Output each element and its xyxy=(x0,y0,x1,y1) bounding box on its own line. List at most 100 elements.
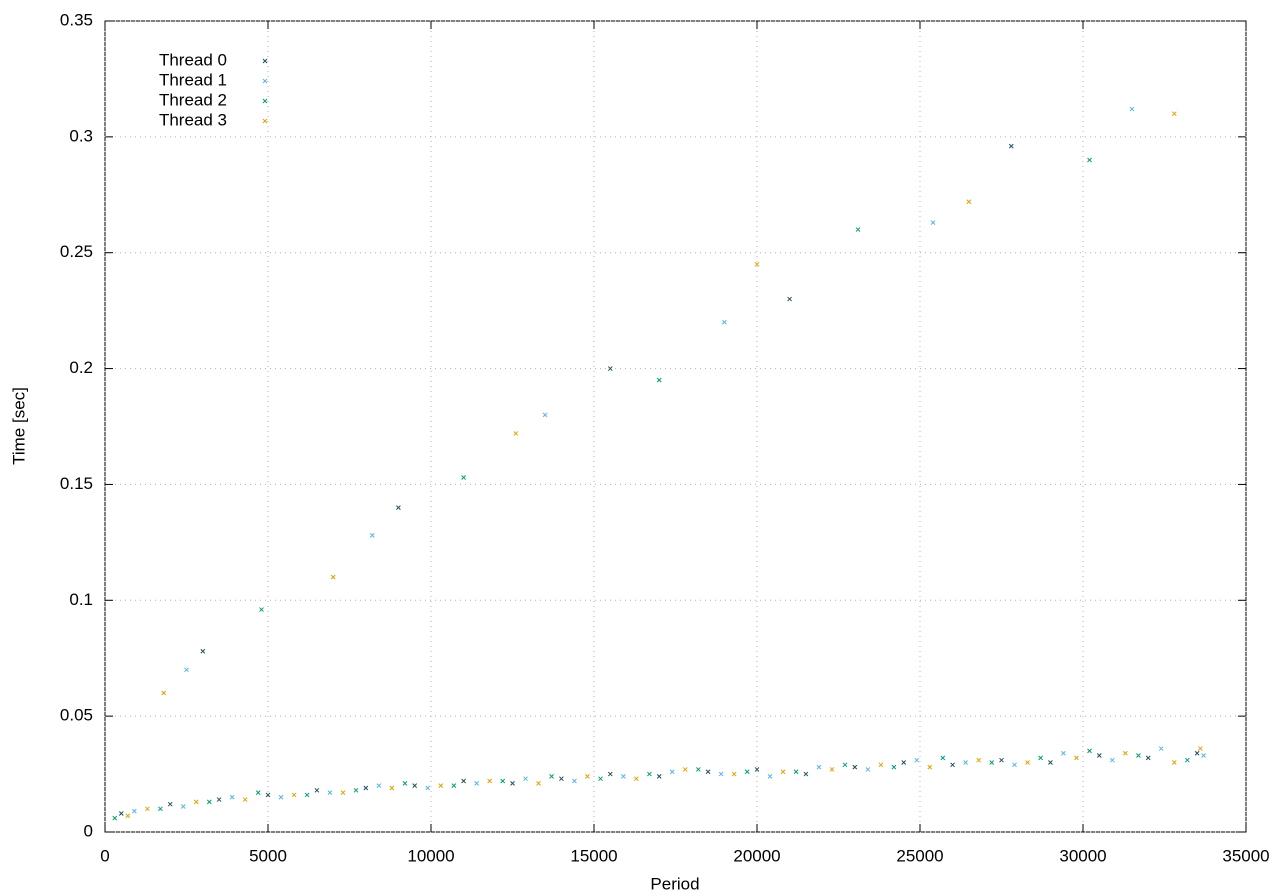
point xyxy=(767,774,773,779)
point xyxy=(695,767,701,772)
point xyxy=(461,778,466,784)
point xyxy=(829,767,835,772)
point xyxy=(950,762,955,768)
point xyxy=(167,801,173,807)
point xyxy=(330,574,336,580)
point xyxy=(901,760,907,765)
point xyxy=(1038,755,1043,761)
point xyxy=(513,431,519,436)
point xyxy=(1048,760,1053,765)
point xyxy=(647,771,652,777)
point xyxy=(656,774,662,779)
point xyxy=(744,769,750,775)
point xyxy=(145,806,150,812)
point xyxy=(891,764,897,770)
point xyxy=(999,757,1004,763)
point xyxy=(1136,753,1141,758)
point xyxy=(161,690,167,696)
x-tick-label: 20000 xyxy=(733,846,780,865)
legend-label: Thread 0 xyxy=(159,50,227,69)
point xyxy=(200,648,206,654)
point xyxy=(229,794,235,800)
point xyxy=(425,785,431,791)
legend-marker xyxy=(262,58,268,64)
point xyxy=(500,778,506,784)
point xyxy=(193,799,199,805)
plot-frame xyxy=(104,20,1247,833)
point xyxy=(930,220,936,225)
point xyxy=(369,533,375,538)
point xyxy=(412,783,418,789)
point xyxy=(1184,757,1190,763)
x-tick-label: 5000 xyxy=(249,846,287,865)
point xyxy=(607,771,613,777)
point xyxy=(754,261,760,267)
y-tick-label: 0.1 xyxy=(69,590,93,609)
y-tick-label: 0.05 xyxy=(60,706,93,725)
point xyxy=(487,778,493,784)
y-tick-label: 0 xyxy=(84,821,93,840)
point xyxy=(718,771,724,777)
point xyxy=(536,780,541,786)
point xyxy=(438,783,444,789)
point xyxy=(353,787,359,793)
point xyxy=(314,787,320,793)
point xyxy=(787,296,792,302)
point xyxy=(878,762,884,768)
y-tick-label: 0.15 xyxy=(60,474,93,493)
point xyxy=(184,667,189,673)
point xyxy=(1061,750,1066,756)
point xyxy=(259,607,264,612)
x-tick-label: 25000 xyxy=(896,846,943,865)
point xyxy=(705,769,711,775)
point xyxy=(1074,755,1079,761)
point xyxy=(131,808,137,814)
point xyxy=(451,783,457,789)
point xyxy=(389,785,395,791)
x-tick-label: 35000 xyxy=(1222,846,1269,865)
point xyxy=(855,227,861,232)
point xyxy=(656,377,662,383)
point xyxy=(265,792,271,798)
point xyxy=(803,771,809,777)
x-tick-label: 15000 xyxy=(570,846,617,865)
point xyxy=(363,785,369,791)
point xyxy=(927,764,933,770)
point xyxy=(842,762,848,768)
point xyxy=(559,776,564,782)
point xyxy=(940,755,946,761)
point xyxy=(669,769,675,775)
point xyxy=(376,783,382,789)
point xyxy=(620,774,626,779)
point xyxy=(914,757,920,763)
point xyxy=(340,790,346,795)
legend-marker xyxy=(262,98,268,104)
point xyxy=(865,767,871,772)
point xyxy=(523,776,528,782)
point xyxy=(1129,106,1135,112)
point xyxy=(572,778,577,784)
point xyxy=(966,199,972,205)
point xyxy=(1096,753,1102,758)
point xyxy=(549,774,554,779)
point xyxy=(304,792,310,798)
legend-label: Thread 2 xyxy=(159,90,227,109)
point xyxy=(216,797,222,802)
point xyxy=(396,505,401,510)
point xyxy=(158,806,163,812)
point xyxy=(1087,748,1092,754)
y-tick-label: 0.3 xyxy=(69,126,93,145)
point xyxy=(976,757,982,763)
y-tick-label: 0.35 xyxy=(60,10,93,29)
point xyxy=(722,319,727,325)
point xyxy=(291,792,297,798)
point xyxy=(1194,750,1200,756)
point xyxy=(1171,111,1177,117)
x-tick-label: 30000 xyxy=(1059,846,1106,865)
point xyxy=(1109,757,1115,763)
point xyxy=(542,412,548,418)
point xyxy=(474,780,479,786)
point xyxy=(852,764,858,770)
legend-marker xyxy=(262,118,268,124)
point xyxy=(754,767,760,772)
